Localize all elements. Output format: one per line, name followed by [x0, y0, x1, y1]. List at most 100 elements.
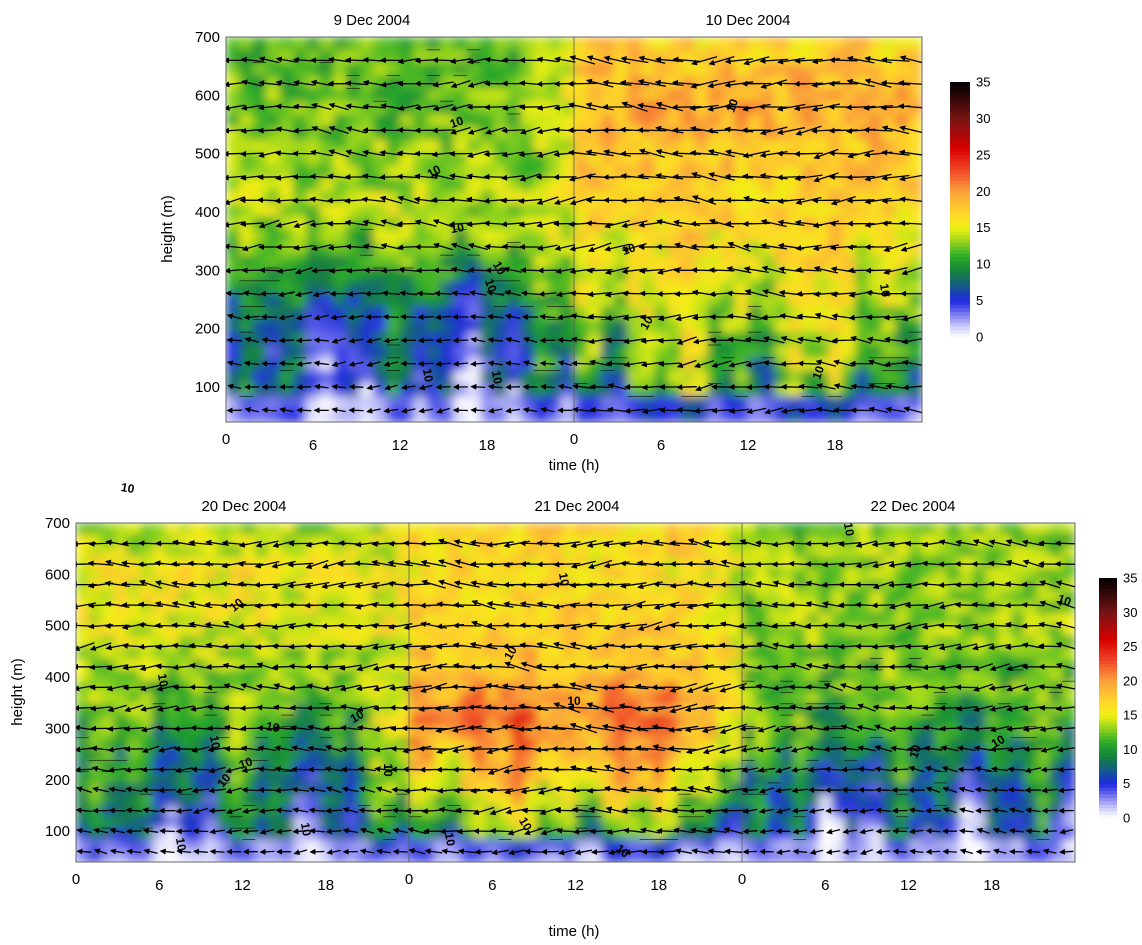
- wind-vector: [242, 808, 259, 815]
- colorbar-tick-label: 0: [976, 330, 983, 345]
- wind-vector: [325, 786, 342, 794]
- wind-vector: [553, 602, 581, 610]
- wind-vector: [711, 407, 732, 414]
- y-tick-label: 700: [195, 29, 220, 46]
- wind-vector: [902, 359, 922, 366]
- wind-vector: [107, 746, 127, 753]
- wind-vector: [435, 384, 451, 391]
- x-tick-label: 18: [983, 877, 1000, 894]
- wind-vector: [536, 623, 564, 630]
- wind-vector: [569, 55, 596, 65]
- wind-vector: [175, 787, 193, 794]
- wind-vector: [811, 103, 841, 112]
- wind-vector: [828, 127, 858, 134]
- wind-vector: [420, 682, 448, 693]
- wind-vector: [76, 746, 94, 753]
- wind-vector: [654, 79, 684, 87]
- wind-vector: [885, 406, 906, 413]
- wind-vector: [901, 314, 922, 322]
- x-tick-label: 12: [567, 877, 584, 894]
- y-tick-label: 100: [45, 823, 70, 840]
- wind-vector: [758, 103, 789, 110]
- wind-vector: [572, 406, 593, 413]
- wind-vector: [690, 79, 718, 89]
- colorbar-tick-label: 10: [976, 257, 990, 272]
- wind-vector: [376, 848, 391, 855]
- wind-vector: [438, 559, 463, 569]
- wind-vector: [603, 149, 631, 157]
- wind-vector: [275, 828, 292, 835]
- wind-vector: [433, 242, 454, 251]
- wind-vector: [292, 828, 309, 835]
- wind-vector: [417, 314, 434, 321]
- wind-vector: [243, 360, 260, 367]
- wind-vector: [438, 579, 463, 589]
- wind-vector: [524, 848, 543, 855]
- wind-vector: [419, 643, 448, 651]
- wind-vector: [159, 848, 175, 855]
- wind-vector: [689, 104, 719, 112]
- wind-vector: [831, 337, 855, 344]
- wind-vector: [955, 663, 978, 670]
- wind-vector: [760, 79, 788, 89]
- wind-vector: [676, 359, 697, 369]
- wind-vector: [925, 848, 941, 855]
- wind-vector: [76, 848, 92, 855]
- wind-vector: [259, 848, 275, 855]
- wind-vector: [539, 313, 556, 320]
- wind-vector: [468, 724, 499, 731]
- wind-vector: [242, 290, 261, 297]
- wind-vector: [793, 80, 824, 87]
- wind-vector: [738, 684, 761, 691]
- wind-vector: [376, 827, 391, 834]
- wind-vector: [841, 786, 859, 793]
- wind-vector: [501, 127, 524, 134]
- wind-vector: [383, 407, 399, 414]
- wind-vector: [885, 383, 906, 390]
- wind-vector: [656, 218, 683, 228]
- wind-vector: [606, 406, 628, 413]
- wind-vector: [125, 786, 143, 793]
- y-axis-label: height (m): [159, 195, 176, 263]
- wind-vector: [833, 383, 854, 390]
- x-tick-label: 6: [488, 877, 496, 894]
- wind-vector: [241, 767, 260, 774]
- wind-vector: [418, 745, 449, 752]
- wind-vector: [689, 125, 719, 134]
- wind-vector: [176, 848, 192, 855]
- wind-vector: [420, 559, 447, 568]
- wind-vector: [691, 171, 718, 182]
- wind-vector: [727, 241, 751, 252]
- wind-vector: [489, 806, 511, 816]
- wind-vector: [1025, 828, 1041, 835]
- colorbar-tick-label: 5: [1123, 776, 1130, 791]
- wind-vector: [486, 290, 505, 296]
- wind-vector: [741, 103, 771, 112]
- wind-vector: [470, 360, 486, 367]
- wind-vector: [226, 313, 242, 320]
- wind-vector: [939, 725, 960, 732]
- wind-vector: [419, 540, 448, 547]
- wind-vector: [107, 704, 127, 713]
- wind-vector: [226, 360, 242, 367]
- wind-vector: [899, 196, 922, 203]
- wind-vector: [468, 746, 499, 753]
- wind-vector: [537, 244, 558, 251]
- wind-vector: [605, 360, 629, 367]
- wind-vector: [313, 337, 329, 344]
- wind-vector: [441, 848, 460, 855]
- wind-vector: [557, 383, 573, 390]
- day-title: 22 Dec 2004: [870, 498, 955, 515]
- wind-vector: [641, 384, 663, 391]
- wind-vector: [275, 807, 292, 814]
- wind-vector: [381, 290, 400, 297]
- wind-vector: [418, 705, 449, 713]
- wind-vector: [226, 807, 242, 815]
- wind-vector: [503, 540, 531, 548]
- wind-vector: [362, 219, 385, 227]
- wind-vector: [451, 290, 470, 297]
- contour-label: 10: [723, 97, 741, 115]
- wind-vector: [691, 56, 718, 66]
- wind-vector: [206, 725, 228, 732]
- wind-vectors: [76, 538, 1075, 856]
